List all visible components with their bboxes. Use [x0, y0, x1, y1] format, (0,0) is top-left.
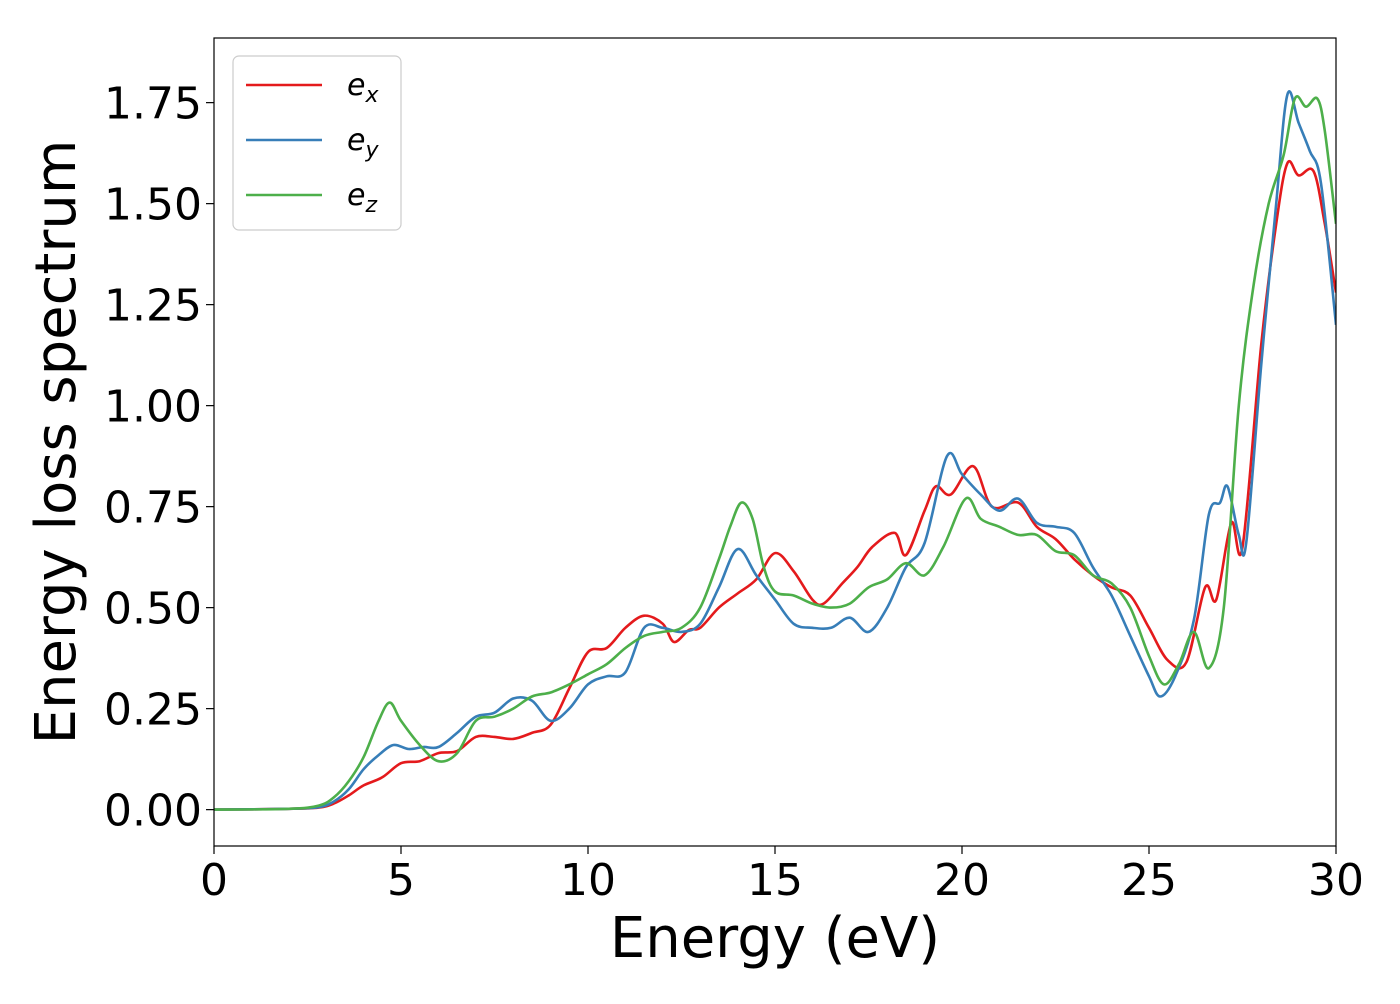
x-tick-label: 30 — [1308, 855, 1364, 906]
x-tick-label: 0 — [200, 855, 228, 906]
y-tick-label: 0.25 — [104, 685, 202, 736]
series-layer — [214, 90, 1336, 811]
y-tick-label: 0.00 — [104, 786, 202, 837]
legend-label-y: ey — [347, 123, 379, 163]
y-tick-label: 1.75 — [104, 79, 202, 130]
y-axis-title: Energy loss spectrum — [24, 140, 89, 745]
x-axis-title: Energy (eV) — [610, 906, 940, 971]
legend-label-z: ez — [347, 178, 377, 218]
series-line-z — [214, 95, 1336, 811]
y-tick-label: 1.00 — [104, 382, 202, 433]
x-tick-label: 25 — [1121, 855, 1177, 906]
legend-box — [232, 55, 402, 231]
y-tick-label: 1.50 — [104, 180, 202, 231]
series-line-x — [214, 160, 1336, 811]
x-tick-label: 10 — [560, 855, 616, 906]
x-tick-label: 15 — [747, 855, 803, 906]
x-tick-label: 5 — [387, 855, 415, 906]
legend-label-base: e — [347, 123, 365, 158]
legend-label-subscript: z — [364, 193, 377, 218]
legend-label-base: e — [347, 178, 365, 213]
y-tick-label: 0.50 — [104, 584, 202, 635]
legend-label-subscript: x — [364, 83, 379, 108]
series-line-y — [214, 90, 1336, 811]
legend-label-base: e — [347, 68, 365, 103]
ticks-layer: 0 5 10 15 20 25 30 0.00 0.25 0.50 0.75 1.00 1.25 1.50… — [104, 79, 1364, 906]
x-tick-label: 20 — [934, 855, 990, 906]
legend-label-subscript: y — [364, 138, 379, 163]
y-tick-label: 0.75 — [104, 483, 202, 534]
y-tick-label: 1.25 — [104, 281, 202, 332]
legend-label-x: ex — [347, 68, 379, 108]
